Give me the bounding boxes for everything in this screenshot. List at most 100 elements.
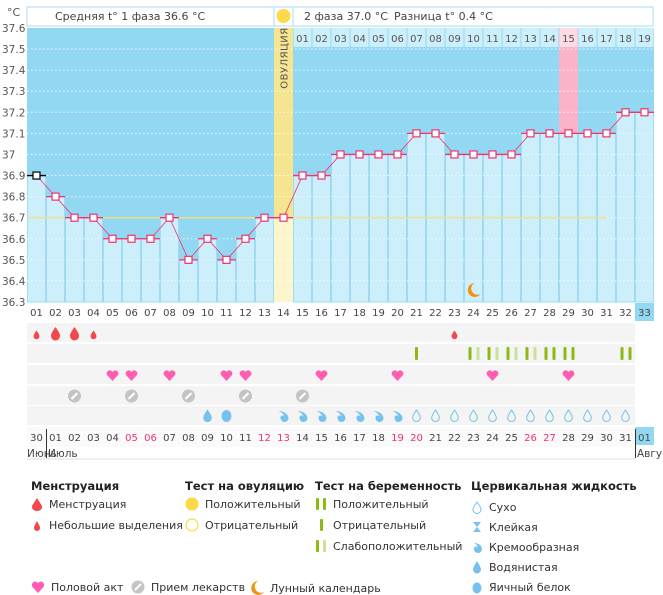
phase2-day-label: 19 bbox=[638, 34, 651, 45]
temperature-point bbox=[431, 129, 440, 138]
y-tick-label: 36.8 bbox=[2, 192, 25, 204]
legend-ovulation-positive: Положительный bbox=[185, 497, 301, 511]
creamy-drop-icon bbox=[278, 411, 289, 422]
temperature-point bbox=[279, 213, 288, 222]
legend-menstruation-title: Менструация bbox=[31, 479, 120, 493]
temperature-point bbox=[317, 171, 326, 180]
date-label: 15 bbox=[315, 433, 328, 444]
date-label: 27 bbox=[543, 433, 556, 444]
pill-stripe bbox=[241, 392, 250, 400]
weak-double-bar-icon bbox=[316, 540, 326, 552]
date-label: 18 bbox=[372, 433, 385, 444]
phase2-day-cell bbox=[445, 28, 464, 47]
date-label: 09 bbox=[201, 433, 214, 444]
temperature-point bbox=[298, 171, 307, 180]
y-tick-label: 37.5 bbox=[2, 44, 25, 56]
phase2-day-label: 12 bbox=[505, 34, 518, 45]
header-bar bbox=[26, 6, 654, 27]
temperature-point bbox=[355, 150, 364, 159]
date-label: 06 bbox=[144, 433, 157, 444]
phase2-day-label: 01 bbox=[296, 34, 309, 45]
cycle-day-label: 11 bbox=[220, 308, 233, 319]
phase2-day-cell bbox=[312, 28, 331, 47]
legend-pregnancy-negative: Отрицательный bbox=[315, 518, 426, 532]
legend-cervical-sticky-label: Клейкая bbox=[489, 520, 538, 534]
cycle-day-label: 21 bbox=[410, 308, 423, 319]
pill-icon bbox=[131, 580, 145, 594]
day-column-fill bbox=[141, 238, 160, 303]
day-number-row bbox=[27, 303, 654, 321]
heart-icon bbox=[486, 370, 499, 381]
cycle-day-label: 13 bbox=[258, 308, 271, 319]
legend-ovulation-negative: Отрицательный bbox=[185, 518, 298, 532]
dry-drop-icon bbox=[583, 409, 592, 423]
creamy-drop-icon bbox=[297, 411, 308, 422]
pregnancy-test-positive-icon bbox=[571, 347, 575, 360]
phase2-day-cell bbox=[616, 28, 635, 47]
date-label: 12 bbox=[258, 433, 271, 444]
cycle-day-label: 31 bbox=[600, 308, 613, 319]
legend-cervical-creamy-label: Кремообразная bbox=[489, 540, 580, 554]
cycle-day-label: 28 bbox=[543, 308, 556, 319]
day-column-fill bbox=[388, 153, 407, 303]
phase2-day-label: 18 bbox=[619, 34, 632, 45]
heart-icon bbox=[163, 370, 176, 381]
phase2-day-cell bbox=[426, 28, 445, 47]
phase2-day-label: 15 bbox=[562, 34, 575, 45]
heart-icon bbox=[220, 370, 233, 381]
day-column-fill bbox=[464, 153, 483, 303]
phase2-day-label: 13 bbox=[524, 34, 537, 45]
heart-icon bbox=[125, 370, 138, 381]
watery-drop-icon bbox=[473, 561, 481, 574]
moon-icon bbox=[251, 581, 264, 595]
ovulation-sun-icon bbox=[276, 9, 291, 23]
heart-icon bbox=[315, 370, 328, 381]
temperature-difference: Разница t° 0.4 °C bbox=[394, 10, 493, 23]
phase2-day-label: 14 bbox=[543, 34, 556, 45]
temperature-point bbox=[507, 150, 516, 159]
cycle-day-label: 16 bbox=[315, 308, 328, 319]
cycle-day-label: 25 bbox=[486, 308, 499, 319]
legend-spotting-label: Небольшие выделения bbox=[49, 518, 183, 532]
date-label: 16 bbox=[334, 433, 347, 444]
marker-row bbox=[27, 365, 635, 384]
day-column-fill bbox=[46, 196, 65, 303]
heart-icon bbox=[391, 370, 404, 381]
y-tick-label: 36.7 bbox=[2, 213, 25, 225]
creamy-drop-icon bbox=[316, 411, 327, 422]
temperature-point bbox=[260, 213, 269, 222]
cycle-day-label: 01 bbox=[30, 308, 43, 319]
day-column-fill bbox=[369, 153, 388, 303]
day-column-fill bbox=[635, 111, 654, 303]
date-label: 11 bbox=[239, 433, 252, 444]
legend-ovulation-negative-label: Отрицательный bbox=[205, 518, 299, 532]
cycle-day-label: 20 bbox=[391, 308, 404, 319]
dry-drop-icon bbox=[526, 409, 535, 423]
phase2-day-cell bbox=[331, 28, 350, 47]
eggwhite-icon bbox=[472, 582, 482, 594]
cycle-day-label: 17 bbox=[334, 308, 347, 319]
legend-moon-label: Лунный календарь bbox=[270, 581, 381, 595]
cycle-day-label: 32 bbox=[619, 308, 632, 319]
temperature-point bbox=[469, 150, 478, 159]
marker-row bbox=[27, 323, 635, 342]
marker-row bbox=[27, 386, 635, 405]
dry-drop-icon bbox=[507, 409, 516, 423]
temperature-point bbox=[336, 150, 345, 159]
pill-stripe bbox=[298, 392, 307, 400]
phase2-day-cell bbox=[407, 28, 426, 47]
cycle-day-label: 15 bbox=[296, 308, 309, 319]
marker-row bbox=[27, 406, 635, 425]
legend-medication-label: Прием лекарств bbox=[151, 580, 246, 594]
phase2-day-cell bbox=[597, 28, 616, 47]
temperature-point bbox=[602, 129, 611, 138]
dry-drop-icon bbox=[472, 501, 482, 514]
cycle-day-label: 30 bbox=[581, 308, 594, 319]
temperature-point bbox=[621, 108, 630, 117]
heart-icon bbox=[106, 370, 119, 381]
temperature-point bbox=[450, 150, 459, 159]
temperature-point bbox=[526, 129, 535, 138]
legend-cervical-title: Цервикальная жидкость bbox=[471, 479, 637, 493]
phase1-average: Средняя t° 1 фаза 36.6 °C bbox=[55, 10, 205, 23]
